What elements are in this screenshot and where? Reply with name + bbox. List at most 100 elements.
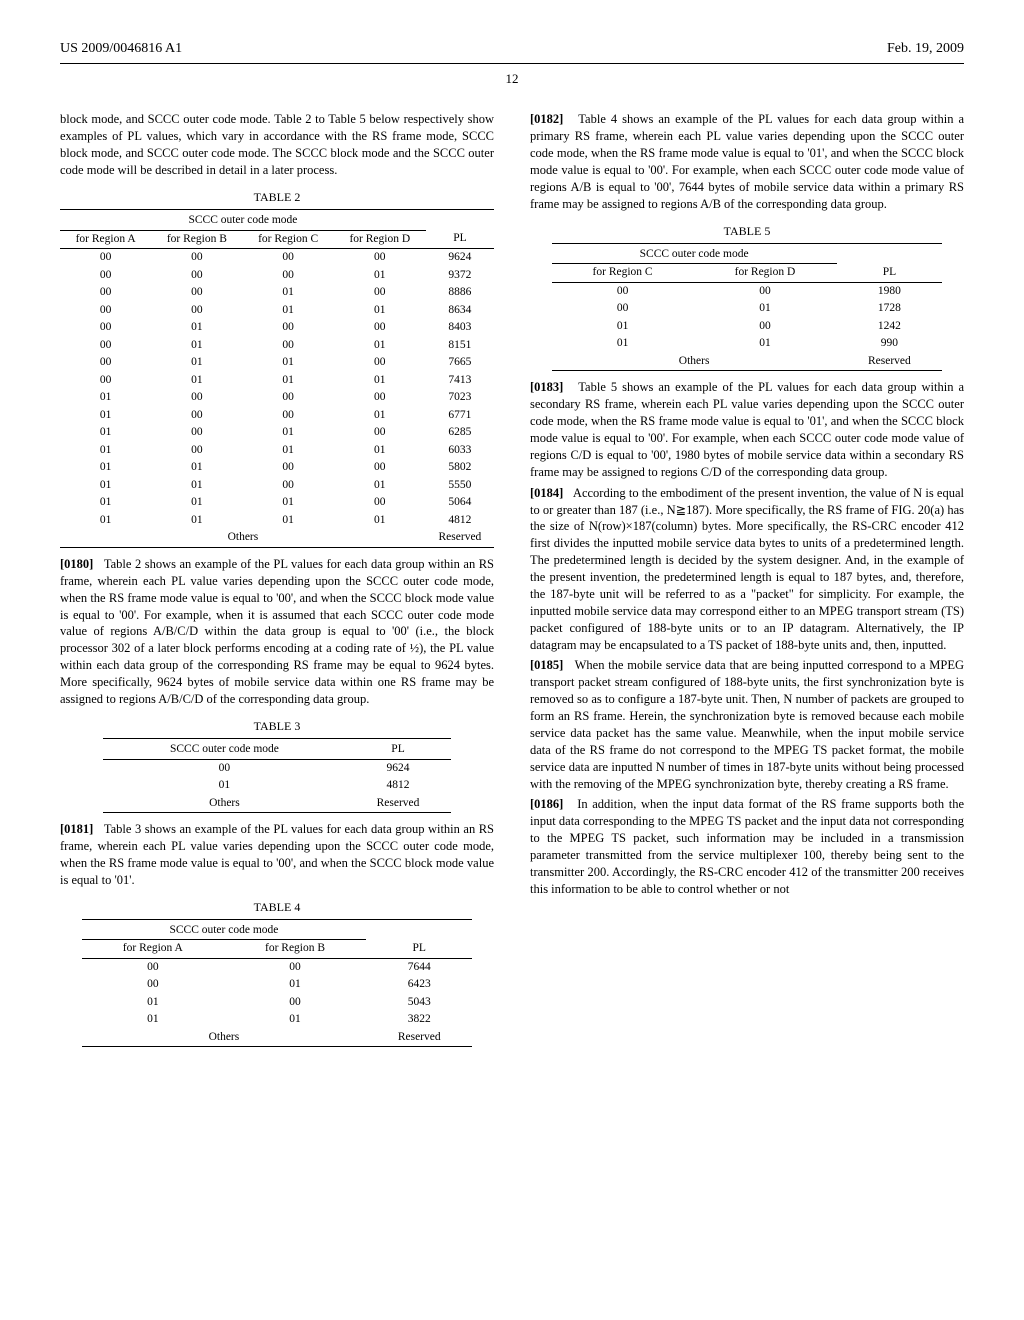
t5-col-c: for Region C [552,264,694,283]
table-cell: 00 [334,424,426,442]
t5-others: Others [552,353,837,371]
table-cell: 6033 [426,442,494,460]
table-cell: 8403 [426,319,494,337]
table-cell: 01 [243,284,334,302]
table-cell: 5550 [426,477,494,495]
para-0181-text: Table 3 shows an example of the PL value… [60,822,494,887]
table-cell: 01 [60,407,151,425]
table-cell: 01 [151,477,242,495]
t2-row: 000000019372 [60,267,494,285]
table-2-title: TABLE 2 [60,189,494,205]
t2-row: 000100008403 [60,319,494,337]
t5-row: 0101990 [552,335,943,353]
table-cell: 00 [151,284,242,302]
para-0184: [0184] According to the embodiment of th… [530,485,964,654]
t5-reserved: Reserved [837,353,943,371]
table-cell: 01 [334,302,426,320]
publication-date: Feb. 19, 2009 [887,40,964,59]
table-cell: 00 [151,302,242,320]
table-cell: 00 [151,267,242,285]
table-cell: 00 [60,249,151,267]
table-cell: 00 [60,337,151,355]
t2-row: 000000009624 [60,249,494,267]
table-cell: 7644 [366,958,472,976]
table-cell: 00 [243,267,334,285]
table-cell: 01 [334,337,426,355]
table-cell: 00 [60,354,151,372]
para-0186-num: [0186] [530,797,563,811]
table-cell: 00 [243,319,334,337]
table-3: SCCC outer code mode PL 009624014812 Oth… [103,738,450,813]
table-4-title: TABLE 4 [60,899,494,915]
t5-row: 01001242 [552,318,943,336]
table-cell: 7413 [426,372,494,390]
t2-row: 000101007665 [60,354,494,372]
table-cell: 01 [243,512,334,530]
t2-col-b: for Region B [151,230,242,249]
intro-paragraph: block mode, and SCCC outer code mode. Ta… [60,111,494,179]
table-cell: 4812 [345,777,450,795]
table-cell: 01 [693,300,836,318]
table-cell: 00 [151,249,242,267]
table-cell: 00 [334,249,426,267]
table-cell: 01 [60,442,151,460]
table-cell: 00 [243,249,334,267]
t4-row: 00007644 [82,958,473,976]
t2-row: 010000016771 [60,407,494,425]
t5-col-pl: PL [837,264,943,283]
publication-number: US 2009/0046816 A1 [60,40,182,59]
table-cell: 6771 [426,407,494,425]
table-cell: 9372 [426,267,494,285]
table-cell: 1242 [837,318,943,336]
t2-reserved: Reserved [426,529,494,547]
table-cell: 00 [243,459,334,477]
table-cell: 01 [334,442,426,460]
table-cell: 3822 [366,1011,472,1029]
table-2-block: TABLE 2 SCCC outer code mode for Region … [60,189,494,548]
table-cell: 00 [151,407,242,425]
table-cell: 01 [243,302,334,320]
para-0185-text: When the mobile service data that are be… [530,658,964,790]
header-rule [60,63,964,64]
table-cell: 7665 [426,354,494,372]
table-5-title: TABLE 5 [530,223,964,239]
table-cell: 00 [82,976,224,994]
table-cell: 00 [334,459,426,477]
table-cell: 00 [60,319,151,337]
table-cell: 01 [82,994,224,1012]
table-cell: 01 [151,512,242,530]
table-cell: 00 [552,300,694,318]
t2-row: 010100005802 [60,459,494,477]
table-cell: 01 [334,372,426,390]
table-cell: 01 [552,335,694,353]
t4-group-header: SCCC outer code mode [82,922,366,940]
table-cell: 00 [151,389,242,407]
table-cell: 8151 [426,337,494,355]
t2-row: 010100015550 [60,477,494,495]
table-cell: 00 [60,284,151,302]
para-0182: [0182] Table 4 shows an example of the P… [530,111,964,212]
table-cell: 00 [693,318,836,336]
t3-row: 014812 [103,777,450,795]
table-cell: 01 [60,512,151,530]
t3-col-mode: SCCC outer code mode [103,741,345,759]
t3-row: 009624 [103,759,450,777]
table-cell: 5064 [426,494,494,512]
table-cell: 5043 [366,994,472,1012]
table-cell: 01 [334,267,426,285]
para-0185-num: [0185] [530,658,563,672]
table-cell: 01 [243,424,334,442]
table-cell: 6423 [366,976,472,994]
para-0182-text: Table 4 shows an example of the PL value… [530,112,964,210]
table-cell: 01 [151,319,242,337]
table-cell: 00 [243,337,334,355]
table-cell: 990 [837,335,943,353]
table-cell: 01 [243,354,334,372]
table-2-group-header: SCCC outer code mode [60,212,426,230]
table-cell: 01 [60,477,151,495]
table-cell: 00 [224,958,366,976]
table-cell: 01 [60,459,151,477]
table-4: SCCC outer code mode for Region A for Re… [82,919,473,1048]
table-cell: 4812 [426,512,494,530]
t2-row: 010000007023 [60,389,494,407]
